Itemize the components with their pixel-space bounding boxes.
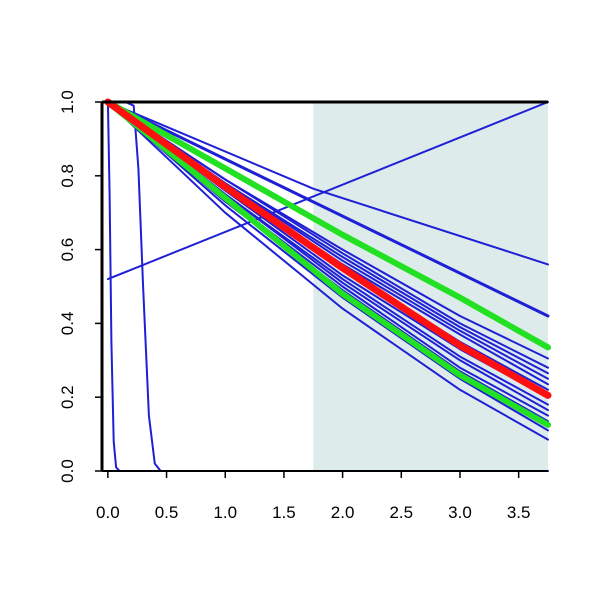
series-layer	[104, 98, 552, 472]
x-tick-label: 0.0	[96, 503, 120, 522]
series-line-red-5	[104, 98, 552, 399]
x-tick-label: 1.0	[213, 503, 237, 522]
x-tick-label: 2.5	[389, 503, 413, 522]
y-tick-label: 0.4	[58, 312, 77, 336]
series-line-green-3	[104, 99, 551, 351]
series-line-green-4	[104, 99, 551, 428]
series-line-blue-18	[106, 101, 549, 441]
y-tick-label: 0.6	[58, 238, 77, 262]
x-tick-label: 2.0	[331, 503, 355, 522]
axes-layer: 0.0 0.5 1.0 1.5 2.0 2.5 3.0 3.5 0.0 0.2 0.4 0.6 0.8 1…	[58, 90, 548, 522]
x-tick-label: 1.5	[272, 503, 296, 522]
y-tick-label: 1.0	[58, 90, 77, 114]
x-tick-label: 3.5	[507, 503, 531, 522]
series-line-blue-2	[106, 101, 549, 281]
y-tick-label: 0.2	[58, 385, 77, 409]
series-line-blue-1	[106, 100, 550, 318]
x-tick-label: 3.0	[448, 503, 472, 522]
series-line-blue-7	[106, 101, 549, 369]
y-tick-label: 0.8	[58, 164, 77, 188]
x-tick-label: 0.5	[155, 503, 179, 522]
series-line-blue-0	[106, 101, 549, 266]
y-tick-label: 0.0	[58, 459, 77, 483]
series-line-blue-17	[106, 101, 549, 432]
